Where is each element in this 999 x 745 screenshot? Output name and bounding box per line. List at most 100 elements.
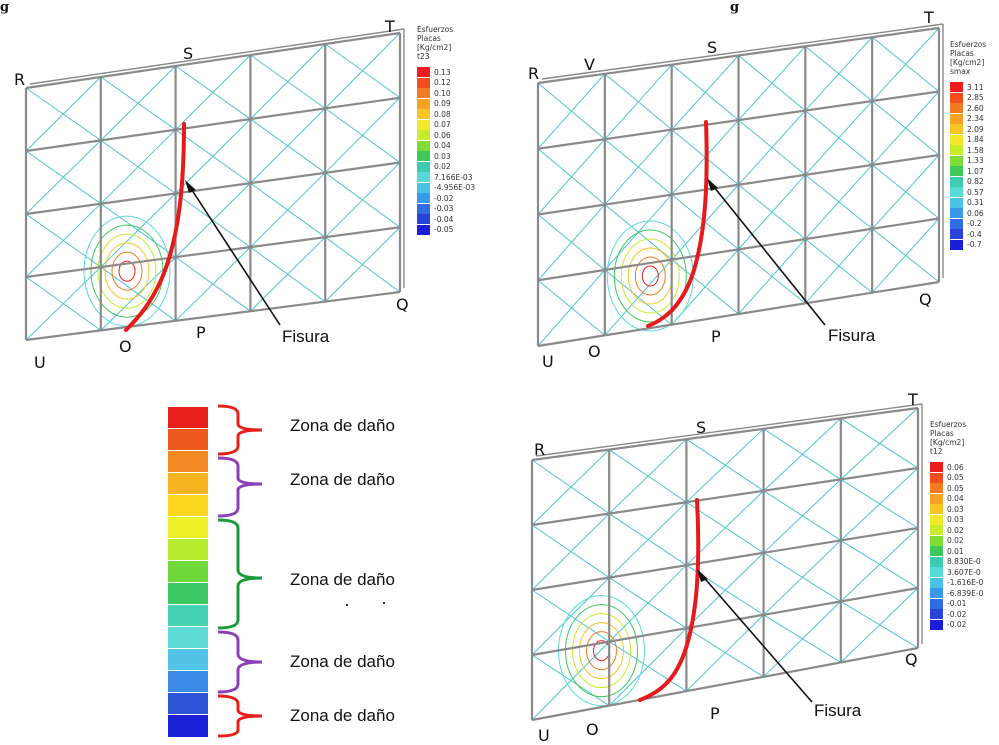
- mesh-diagonal: [763, 601, 842, 678]
- legend-swatch: [930, 609, 943, 620]
- legend-row: 1.58: [950, 145, 999, 156]
- legend-swatch: [930, 556, 943, 567]
- mesh-diagonal: [686, 552, 764, 629]
- legend-row: -4.956E-03: [417, 182, 497, 194]
- stress-contour: [118, 260, 136, 282]
- legend-row: 0.06: [950, 208, 999, 219]
- point-t-smax: T: [924, 8, 934, 27]
- mesh-diagonal: [738, 238, 806, 315]
- point-v-smax: V: [584, 55, 595, 74]
- legend-value: 0.03: [947, 515, 964, 525]
- point-p-t12: P: [710, 704, 720, 723]
- damage-scale-swatch: [168, 670, 208, 693]
- legend-value: 0.57: [967, 187, 984, 197]
- legend-swatch: [417, 88, 430, 99]
- legend-row: 0.03: [930, 514, 999, 526]
- mesh-diagonal: [537, 204, 606, 281]
- legend-swatch: [417, 224, 430, 235]
- legend-swatch: [417, 182, 430, 193]
- stress-contour: [97, 233, 157, 309]
- mesh-diagonal: [738, 110, 806, 186]
- legend-value: 0.31: [967, 198, 984, 208]
- mesh-diagonal: [25, 76, 102, 152]
- point-q-t12: Q: [905, 650, 918, 669]
- legend-value: 0.04: [434, 141, 451, 151]
- zone-brackets: [217, 404, 263, 738]
- frame-beam: [537, 90, 940, 150]
- legend-row: 8.830E-0: [930, 556, 999, 568]
- legend-swatch: [930, 483, 943, 494]
- caption-fragment-left: g: [0, 0, 10, 15]
- mesh-diagonal: [804, 164, 873, 240]
- legend-value: 2.85: [967, 93, 984, 103]
- legend-swatch: [417, 98, 430, 109]
- legend-swatch: [950, 229, 963, 240]
- zone-label-3: Zona de daño: [290, 570, 395, 589]
- mesh-diagonal: [840, 587, 919, 663]
- legend-value: 1.07: [967, 166, 984, 176]
- legend-header-line: Esfuerzos: [930, 420, 967, 429]
- legend-swatch: [950, 124, 963, 135]
- frame-beam: [537, 217, 940, 282]
- frame-beam: [25, 226, 401, 279]
- point-r-t23: R: [14, 70, 26, 89]
- point-p-smax: P: [711, 327, 721, 346]
- mesh-diagonal: [604, 64, 673, 140]
- frame-drawing-smax: [536, 23, 944, 348]
- legend-swatch: [417, 172, 430, 183]
- mesh-diagonal: [738, 174, 806, 250]
- legend-header-line: t23: [417, 52, 430, 61]
- legend-swatch: [950, 239, 963, 250]
- legend-swatch: [417, 151, 430, 162]
- legend-swatch: [417, 119, 430, 130]
- mesh-diagonal: [840, 527, 919, 602]
- frame-beam: [531, 526, 919, 592]
- point-p-t23: P: [196, 323, 206, 342]
- legend-swatch: [930, 525, 943, 536]
- legend-swatch: [930, 567, 943, 578]
- legend-value: -0.03: [434, 204, 454, 214]
- legend-value: 3.11: [967, 82, 984, 92]
- mesh-diagonal: [175, 54, 251, 131]
- legend-value: 2.34: [967, 114, 984, 124]
- legend-row: 0.03: [417, 151, 497, 162]
- stress-contour: [606, 220, 694, 332]
- damage-scale-swatch: [168, 472, 208, 495]
- legend-swatch: [417, 109, 430, 120]
- fissure-label-smax: Fisura: [828, 326, 876, 345]
- mesh-diagonal: [871, 154, 940, 230]
- mesh-diagonal: [537, 138, 606, 215]
- legend-row: -6.839E-0: [930, 588, 999, 599]
- legend-swatch: [930, 588, 943, 599]
- stress-contour: [620, 238, 680, 314]
- legend-row: 1.33: [950, 155, 999, 167]
- legend-row: -0.02: [930, 619, 999, 631]
- fissure-arrow-t12: [699, 572, 813, 703]
- mesh-diagonal: [25, 203, 102, 278]
- legend-swatch: [417, 140, 430, 151]
- legend-value: 0.06: [967, 208, 984, 218]
- legend-row: 2.85: [950, 92, 999, 104]
- zone-bracket-3: [217, 518, 263, 630]
- mesh-diagonal: [686, 428, 764, 503]
- legend-value: -6.839E-0: [947, 588, 984, 598]
- legend-value: -0.05: [434, 225, 454, 235]
- legend-value: -0.4: [967, 229, 982, 239]
- legend-value: 0.08: [434, 109, 451, 119]
- mesh-diagonal: [608, 438, 687, 514]
- legend-value: 0.06: [434, 130, 451, 140]
- legend-row: 0.13: [417, 67, 497, 78]
- mesh-diagonal: [175, 182, 251, 258]
- mesh-diagonal: [763, 479, 842, 554]
- mesh-diagonal: [537, 269, 606, 347]
- legend-value: 1.33: [967, 156, 984, 166]
- legend-header-line: [Kg/cm2]: [950, 58, 985, 67]
- legend-header-line: Placas: [950, 49, 974, 58]
- fissure-label-t23: Fisura: [282, 327, 330, 346]
- legend-header-line: Esfuerzos: [417, 25, 454, 34]
- frame-beam: [25, 96, 401, 153]
- legend-header-line: smax: [950, 67, 971, 76]
- legend-row: 0.04: [417, 140, 497, 152]
- legend-row: 0.06: [930, 462, 999, 473]
- legend-row: -0.2: [950, 218, 999, 230]
